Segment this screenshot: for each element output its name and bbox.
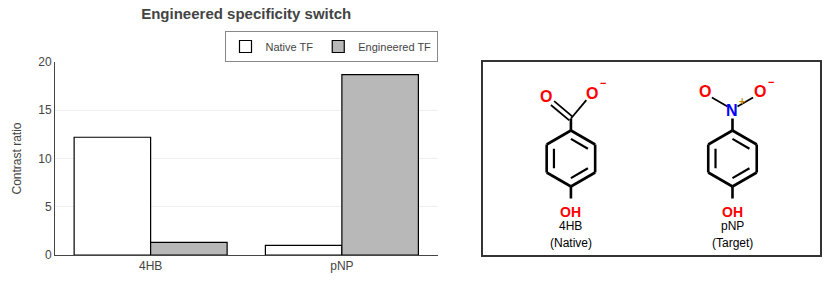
svg-text:Engineered specificity switch: Engineered specificity switch [141, 5, 351, 22]
svg-text:O: O [586, 85, 598, 102]
svg-text:4HB: 4HB [559, 219, 582, 233]
svg-text:+: + [739, 95, 745, 107]
svg-text:Native TF: Native TF [266, 41, 314, 53]
svg-text:10: 10 [38, 152, 52, 166]
svg-text:N: N [726, 102, 738, 119]
svg-text:Engineered TF: Engineered TF [358, 41, 431, 53]
svg-text:4HB: 4HB [139, 259, 162, 273]
svg-text:(Target): (Target) [712, 236, 753, 250]
svg-text:Contrast ratio: Contrast ratio [10, 122, 24, 194]
svg-text:−: − [600, 77, 606, 89]
svg-text:−: − [768, 76, 774, 88]
svg-text:15: 15 [38, 103, 52, 117]
svg-text:O: O [540, 88, 552, 105]
svg-text:O: O [754, 83, 766, 100]
svg-text:O: O [699, 83, 711, 100]
svg-text:(Native): (Native) [550, 236, 592, 250]
svg-text:5: 5 [45, 200, 52, 214]
svg-text:OH: OH [722, 204, 743, 220]
svg-text:pNP: pNP [721, 219, 744, 233]
svg-text:OH: OH [560, 204, 581, 220]
svg-text:pNP: pNP [330, 259, 353, 273]
svg-text:20: 20 [38, 55, 52, 69]
svg-text:0: 0 [45, 248, 52, 262]
